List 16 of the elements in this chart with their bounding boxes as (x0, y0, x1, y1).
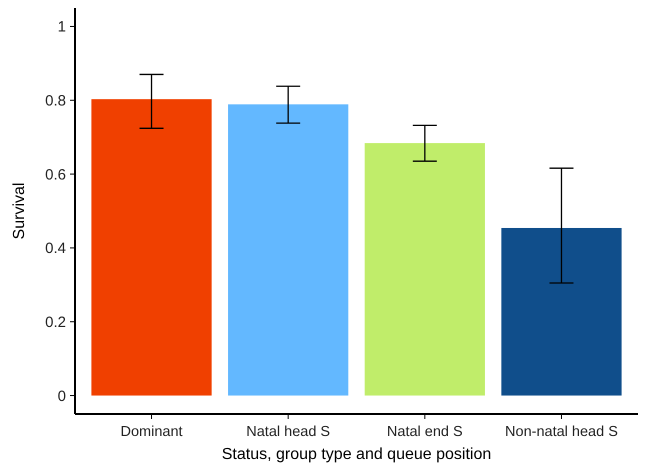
x-tick-label: Dominant (120, 424, 183, 440)
x-axis-title: Status, group type and queue position (222, 446, 492, 463)
bar (91, 99, 212, 396)
y-tick-label: 0 (58, 388, 66, 405)
bar (364, 143, 485, 396)
bar (501, 228, 622, 396)
y-tick-label: 0.4 (45, 240, 66, 258)
y-tick-label: 1 (58, 18, 66, 36)
y-tick-label: 0.6 (45, 166, 66, 184)
x-tick-label: Natal end S (386, 424, 463, 440)
x-tick-label: Natal head S (246, 424, 330, 440)
y-axis-title: Survival (11, 182, 28, 240)
y-tick-label: 0.8 (45, 92, 66, 110)
x-tick-label: Non-natal head S (505, 424, 618, 440)
y-tick-label: 0.2 (45, 314, 66, 331)
bar (228, 104, 348, 396)
